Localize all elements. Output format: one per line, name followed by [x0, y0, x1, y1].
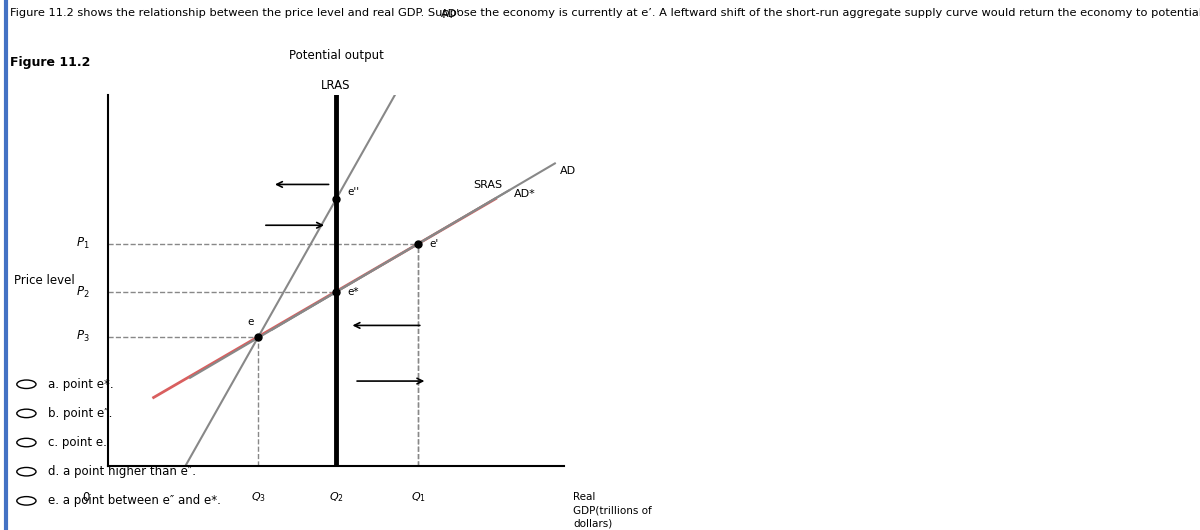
Text: e'': e'': [348, 188, 360, 198]
Text: $P_1$: $P_1$: [76, 236, 90, 251]
Text: $Q_1$: $Q_1$: [410, 491, 426, 505]
Text: $Q_2$: $Q_2$: [329, 491, 343, 505]
Text: $Q_3$: $Q_3$: [251, 491, 266, 505]
Text: d. a point higher than e″.: d. a point higher than e″.: [48, 465, 196, 478]
Text: Figure 11.2: Figure 11.2: [10, 56, 90, 69]
Text: a. point e*.: a. point e*.: [48, 378, 114, 391]
Text: Potential output: Potential output: [288, 49, 384, 62]
Text: AD*: AD*: [514, 189, 535, 199]
Text: AD: AD: [559, 166, 576, 176]
Text: c. point e.: c. point e.: [48, 436, 107, 449]
Text: e: e: [247, 317, 254, 327]
Text: Real
GDP(trillions of
dollars): Real GDP(trillions of dollars): [574, 492, 652, 529]
Text: Figure 11.2 shows the relationship between the price level and real GDP. Suppose: Figure 11.2 shows the relationship betwe…: [10, 8, 1200, 18]
Text: AD': AD': [440, 9, 460, 19]
Text: b. point e″.: b. point e″.: [48, 407, 113, 420]
Text: SRAS: SRAS: [473, 180, 502, 190]
Text: 0: 0: [83, 491, 90, 504]
Text: e*: e*: [348, 287, 359, 297]
Text: e': e': [430, 239, 439, 249]
Text: LRAS: LRAS: [322, 78, 350, 92]
Text: $P_2$: $P_2$: [77, 285, 90, 299]
Text: e. a point between e″ and e*.: e. a point between e″ and e*.: [48, 494, 221, 507]
Text: $P_3$: $P_3$: [76, 329, 90, 344]
Text: Price level: Price level: [13, 275, 74, 287]
